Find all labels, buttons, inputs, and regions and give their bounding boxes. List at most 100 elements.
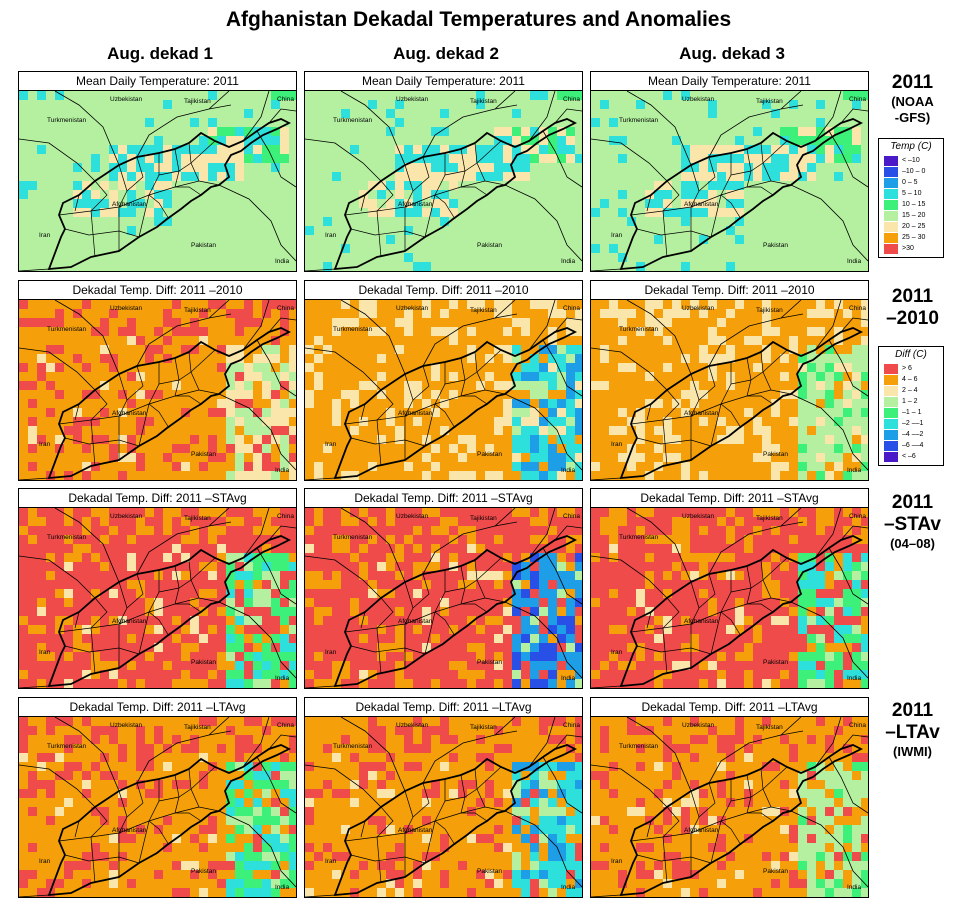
raster-cell [548, 762, 557, 771]
raster-cell [235, 435, 244, 444]
raster-cell [359, 571, 368, 580]
raster-cell [699, 661, 708, 670]
raster-cell [91, 652, 100, 661]
raster-cell [726, 852, 735, 861]
raster-cell [861, 262, 868, 271]
raster-cell [226, 517, 235, 526]
international-border [828, 130, 868, 188]
international-border [136, 91, 230, 158]
raster-cell [467, 471, 476, 480]
raster-cell [100, 435, 109, 444]
raster-cell [512, 154, 521, 163]
raster-cell [350, 798, 359, 807]
raster-cell [422, 453, 431, 462]
raster-cell [789, 753, 798, 762]
raster-cell [449, 625, 458, 634]
raster-cell [181, 217, 190, 226]
raster-cell [557, 717, 566, 726]
international-border [208, 313, 232, 319]
country-label: India [847, 884, 861, 891]
raster-cell [280, 553, 289, 562]
raster-cell [199, 562, 208, 571]
raster-cell [503, 190, 512, 199]
raster-cell [807, 562, 816, 571]
raster-cell [145, 390, 154, 399]
raster-cell [834, 634, 843, 643]
raster-cell [289, 870, 296, 879]
raster-cell [557, 807, 566, 816]
raster-cell [744, 408, 753, 417]
raster-cell [217, 526, 226, 535]
raster-cell [217, 226, 226, 235]
raster-cell [289, 843, 296, 852]
raster-cell [253, 562, 262, 571]
raster-cell [136, 735, 145, 744]
raster-cell [253, 190, 262, 199]
raster-cell [253, 444, 262, 453]
raster-cell [681, 553, 690, 562]
raster-cell [100, 562, 109, 571]
raster-cell [825, 607, 834, 616]
raster-cell [636, 100, 645, 109]
raster-cell [539, 807, 548, 816]
raster-cell [145, 145, 154, 154]
raster-cell [663, 208, 672, 217]
raster-cell [226, 562, 235, 571]
raster-cell [609, 526, 618, 535]
raster-cell [289, 652, 296, 661]
raster-cell [852, 363, 861, 372]
raster-cell [861, 816, 868, 825]
raster-cell [476, 145, 485, 154]
raster-cell [530, 861, 539, 870]
raster-cell [181, 744, 190, 753]
raster-cell [834, 199, 843, 208]
province-boundary [148, 403, 170, 429]
raster-cell [208, 861, 217, 870]
raster-cell [494, 309, 503, 318]
country-label: Pakistan [191, 451, 216, 458]
raster-cell [127, 181, 136, 190]
raster-cell [503, 381, 512, 390]
raster-cell [163, 816, 172, 825]
raster-cell [735, 652, 744, 661]
raster-cell [843, 634, 852, 643]
province-boundary [662, 210, 668, 258]
international-border [242, 508, 270, 559]
raster-cell [539, 571, 548, 580]
raster-cell [825, 616, 834, 625]
row-label-line: –LTAv [885, 722, 940, 743]
raster-cell [548, 372, 557, 381]
raster-cell [816, 571, 825, 580]
raster-cell [226, 652, 235, 661]
raster-cell [458, 190, 467, 199]
raster-cell [305, 807, 314, 816]
raster-cell [834, 253, 843, 262]
raster-cell [521, 888, 530, 897]
raster-cell [861, 634, 868, 643]
raster-cell [494, 726, 503, 735]
raster-cell [253, 462, 262, 471]
raster-cell [244, 262, 253, 271]
raster-cell [852, 235, 861, 244]
raster-cell [861, 834, 868, 843]
international-border [54, 300, 120, 375]
raster-cell [190, 535, 199, 544]
province-boundary [64, 228, 140, 238]
raster-cell [548, 562, 557, 571]
raster-cell [512, 372, 521, 381]
raster-cell [323, 679, 332, 688]
raster-cell [280, 253, 289, 262]
raster-cell [217, 172, 226, 181]
raster-cell [19, 91, 28, 100]
raster-cell [368, 771, 377, 780]
raster-cell [217, 607, 226, 616]
raster-cell [494, 208, 503, 217]
raster-cells [19, 717, 296, 897]
raster-cell [280, 217, 289, 226]
international-border [208, 521, 232, 527]
raster-cell [235, 309, 244, 318]
raster-cell [726, 309, 735, 318]
raster-cell [100, 807, 109, 816]
raster-cell [825, 262, 834, 271]
raster-cell [458, 244, 467, 253]
